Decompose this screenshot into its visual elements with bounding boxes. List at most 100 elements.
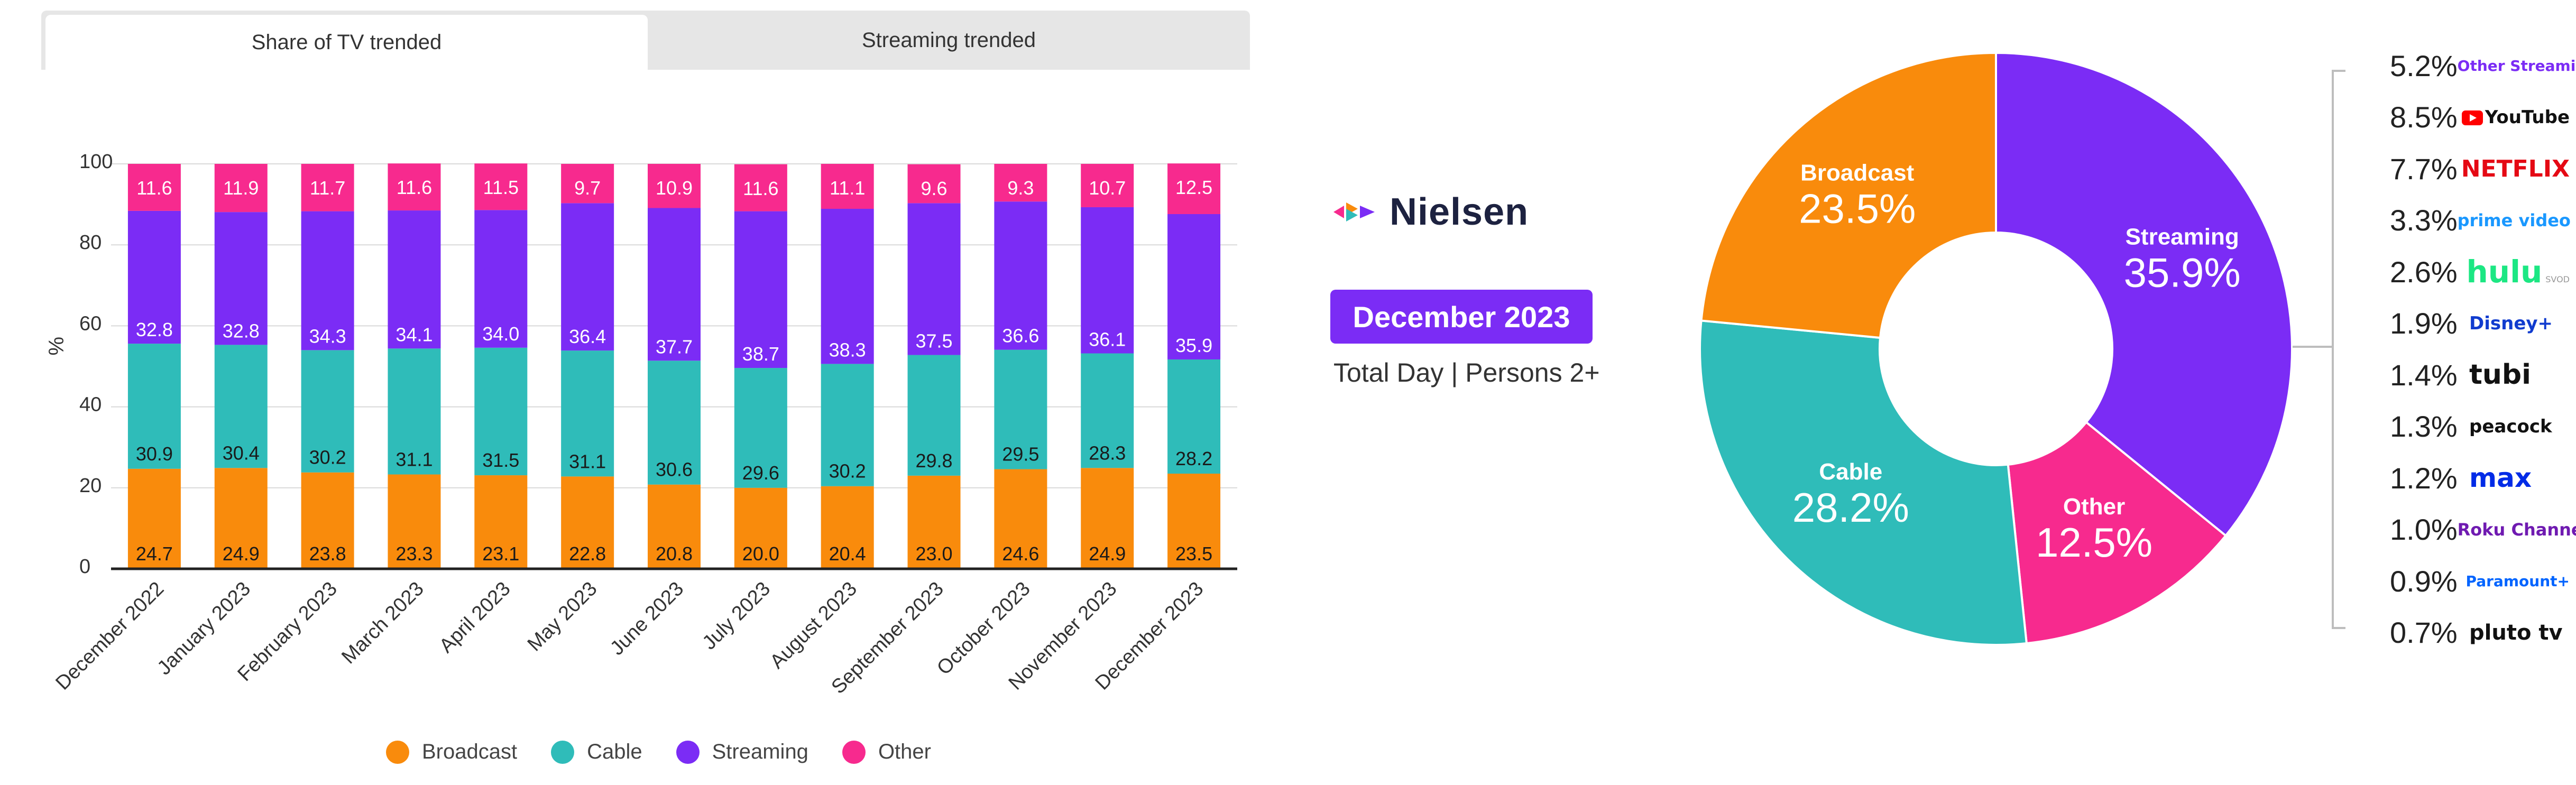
bar-segment-other[interactable] (301, 164, 354, 211)
bar-segment-streaming[interactable] (734, 211, 787, 368)
slice-value-other: 12.5% (2036, 519, 2152, 566)
bar-segment-other[interactable] (388, 163, 441, 211)
data-label-streaming: 34.1 (395, 324, 433, 345)
bar-segment-streaming[interactable] (907, 203, 961, 355)
x-tick-label: May 2023 (523, 578, 602, 656)
bar-segment-other[interactable] (994, 164, 1047, 202)
bar-segment-cable[interactable] (821, 364, 874, 486)
bar-segment-other[interactable] (648, 164, 701, 208)
data-label-other: 11.6 (743, 178, 778, 199)
bar-segment-broadcast[interactable] (474, 475, 528, 569)
bar-segment-broadcast[interactable] (734, 487, 787, 569)
data-label-streaming: 34.0 (482, 323, 519, 345)
platform-share: 1.0% (2390, 513, 2458, 546)
bar-segment-broadcast[interactable] (648, 484, 701, 569)
bar-segment-cable[interactable] (474, 347, 528, 476)
data-label-streaming: 38.3 (829, 339, 866, 361)
platform-logo-tubi: tubi (2469, 359, 2531, 391)
bar-segment-cable[interactable] (561, 350, 614, 477)
platform-logo-other-streaming: Other Streaming (2458, 57, 2576, 75)
data-label-other: 12.5 (1175, 177, 1212, 198)
platform-logo-text: Other Streaming (2457, 57, 2576, 75)
bar-segment-other[interactable] (561, 164, 614, 204)
donut-slice-cable[interactable] (1699, 319, 2028, 647)
bar-segment-broadcast[interactable] (561, 476, 614, 569)
bar-segment-other[interactable] (734, 164, 787, 211)
data-label-broadcast: 24.6 (1002, 543, 1039, 565)
donut-slice-broadcast[interactable] (1700, 51, 1997, 339)
bar-segment-other[interactable] (127, 164, 181, 211)
data-label-broadcast: 22.8 (569, 543, 606, 565)
bar-segment-streaming[interactable] (214, 212, 268, 345)
bar-segment-broadcast[interactable] (301, 472, 354, 569)
bar-segment-cable[interactable] (127, 344, 181, 469)
bar-segment-broadcast[interactable] (994, 469, 1047, 569)
bar-segment-broadcast[interactable] (907, 475, 961, 569)
legend-label-streaming: Streaming (712, 740, 808, 763)
legend-item-cable[interactable]: Cable (551, 740, 642, 764)
bar-segment-streaming[interactable] (127, 210, 181, 344)
donut-slice-other[interactable] (2007, 420, 2228, 645)
platform-logo-netflix: NETFLIX (2461, 155, 2570, 182)
bar-segment-cable[interactable] (1081, 353, 1134, 468)
legend-label-other: Other (878, 740, 931, 763)
chart-tabs: Share of TV trended Streaming trended (41, 11, 1250, 70)
bar-segment-streaming[interactable] (994, 201, 1047, 350)
bar-segment-cable[interactable] (1167, 359, 1221, 474)
bar-segment-other[interactable] (907, 164, 961, 204)
platform-row-max: 1.2% max (2390, 452, 2570, 503)
data-label-other: 11.6 (397, 177, 432, 198)
bar-segment-broadcast[interactable] (388, 474, 441, 569)
platform-logo-text: pluto tv (2469, 620, 2563, 645)
bar-segment-broadcast[interactable] (1081, 468, 1134, 569)
bar-segment-other[interactable] (474, 163, 528, 210)
platform-logo-text: hulu (2466, 254, 2543, 290)
bar-segment-cable[interactable] (301, 350, 354, 473)
legend-swatch-cable (551, 740, 575, 764)
platform-row-pluto-tv: 0.7% pluto tv (2390, 607, 2570, 658)
data-label-broadcast: 20.8 (656, 543, 693, 565)
bar-segment-streaming[interactable] (474, 210, 528, 348)
data-label-broadcast: 20.0 (742, 543, 779, 565)
bar-segment-streaming[interactable] (648, 208, 701, 361)
legend-item-other[interactable]: Other (842, 740, 931, 764)
bar-segment-broadcast[interactable] (1167, 473, 1221, 569)
platform-share: 5.2% (2390, 49, 2458, 82)
donut-slice-streaming[interactable] (1995, 51, 2293, 538)
bar-segment-cable[interactable] (648, 361, 701, 485)
data-label-cable: 29.8 (915, 450, 952, 472)
tab-streaming-trended[interactable]: Streaming trended (861, 28, 1036, 52)
legend-item-streaming[interactable]: Streaming (676, 740, 808, 764)
nielsen-brand: Nielsen (1332, 190, 1529, 234)
bar-segment-other[interactable] (1081, 164, 1134, 207)
x-tick-label: August 2023 (766, 578, 861, 673)
bar-segment-streaming[interactable] (301, 211, 354, 350)
bar-segment-cable[interactable] (907, 355, 961, 476)
bar-segment-cable[interactable] (994, 349, 1047, 469)
bar-segment-cable[interactable] (388, 348, 441, 475)
tab-share-of-tv-trended[interactable]: Share of TV trended (45, 15, 648, 70)
data-label-other: 11.7 (310, 177, 345, 199)
data-label-other: 11.5 (483, 177, 519, 198)
bar-segment-cable[interactable] (734, 368, 787, 488)
bar-segment-streaming[interactable] (821, 209, 874, 364)
platform-logo-text: Roku Channel (2457, 519, 2576, 540)
bar-segment-other[interactable] (214, 164, 268, 213)
y-tick-label: 100 (79, 151, 113, 173)
slice-name-cable: Cable (1819, 459, 1882, 485)
bar-segment-streaming[interactable] (561, 203, 614, 351)
bar-segment-broadcast[interactable] (821, 486, 874, 569)
data-label-cable: 29.5 (1002, 444, 1039, 465)
bar-segment-streaming[interactable] (1167, 214, 1221, 359)
bar-segment-broadcast[interactable] (214, 468, 268, 569)
bar-segment-other[interactable] (821, 164, 874, 209)
legend-item-broadcast[interactable]: Broadcast (386, 740, 517, 764)
x-tick-label: December 2022 (51, 578, 168, 695)
bar-segment-broadcast[interactable] (127, 468, 181, 569)
platform-logo-peacock: peacock (2469, 416, 2552, 437)
bar-segment-streaming[interactable] (388, 210, 441, 349)
slice-value-broadcast: 23.5% (1799, 185, 1916, 232)
bar-segment-cable[interactable] (214, 345, 268, 468)
bar-segment-streaming[interactable] (1081, 207, 1134, 354)
bar-segment-other[interactable] (1167, 163, 1221, 214)
